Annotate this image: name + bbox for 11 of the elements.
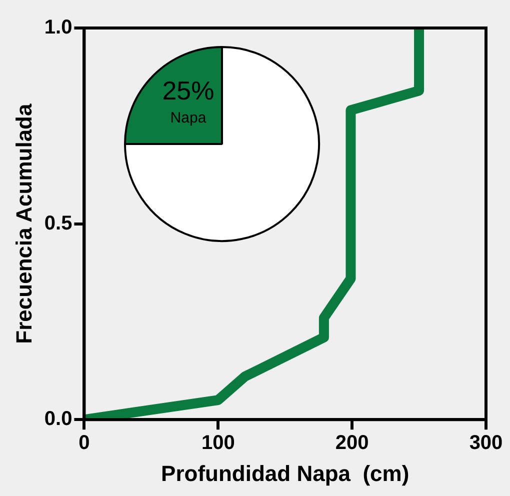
x-tick-label: 200: [335, 432, 369, 454]
y-tick-label: 1.0: [44, 16, 72, 39]
y-axis-title: Frecuencia Acumulada: [11, 103, 36, 344]
x-axis-title: Profundidad Napa (cm): [161, 460, 410, 486]
x-tick-label: 100: [201, 432, 235, 454]
y-tick-label: 0.0: [44, 408, 72, 430]
x-tick-label: 300: [469, 432, 503, 454]
x-tick-label: 0: [78, 432, 90, 454]
slice-label: Napa: [170, 109, 207, 126]
y-tick-label: 0.5: [44, 212, 72, 234]
data-label: 25%: [162, 75, 214, 106]
